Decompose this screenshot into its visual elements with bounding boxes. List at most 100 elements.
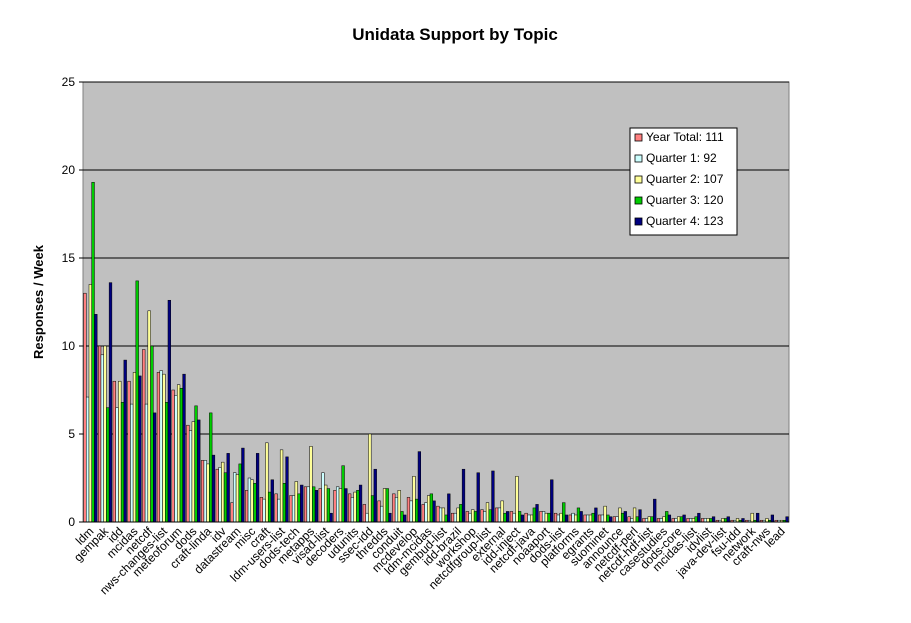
bar-visad-list-series-3 [324,484,328,523]
bar-gembud-list-series-1 [436,505,440,523]
bar-idd-brazil-series-5 [461,468,466,523]
bar-ldm-series-3 [88,284,92,523]
bar-gempak-series-2 [100,354,104,523]
bar-mcidas-list-series-4 [694,516,698,523]
bar-idv-series-2 [218,467,222,523]
bar-ldm-mcidas-series-4 [429,493,433,523]
bar-announce-series-4 [620,512,625,523]
bar-casestudies-series-3 [662,516,666,523]
bar-netcdfgroup-list-series-3 [485,502,490,523]
bar-mcdevelop-series-5 [417,451,421,523]
bar-datastream-series-5 [241,447,245,523]
bar-casestudies-series-2 [659,518,663,523]
bar-dods-tech-series-3 [294,481,298,523]
bar-ldm-users-list-series-3 [279,449,284,523]
bar-netcdf-java-series-5 [535,504,539,523]
bar-lead-series-5 [785,516,789,523]
bar-ldm-mcidas-series-1 [421,504,425,523]
bar-netcdf-series-2 [144,403,149,523]
bar-egrants-series-2 [586,514,590,523]
bar-thredds-series-1 [377,500,381,523]
bar-idvlist-series-2 [703,518,707,523]
y-axis-ticks: 0 5 10 15 20 25 [62,75,83,529]
bar-java-dev-list-series-5 [726,516,730,523]
bar-visad-list-series-2 [321,472,325,523]
bar-idd-series-3 [118,380,122,523]
bar-noaaport-series-5 [550,479,554,523]
bar-craft-linda-series-3 [206,463,210,523]
bar-ssec-idd-series-3 [368,433,372,523]
bar-noaaport-series-2 [541,511,546,523]
bar-platforms-series-5 [579,511,583,523]
bar-craft-linda-series-1 [200,460,205,523]
y-tick-label: 20 [62,163,76,177]
legend-label: Quarter 2: 107 [646,172,724,186]
bar-egrants-series-3 [588,514,593,523]
bar-visad-list-series-4 [326,488,331,523]
legend-label: Year Total: 111 [646,130,724,144]
chart-title: Unidata Support by Topic [352,25,558,44]
bar-conduit-series-4 [400,511,404,523]
bar-casestudies-series-1 [656,518,661,523]
bar-decoders-series-1 [333,490,337,523]
bar-suominet-series-1 [598,514,602,523]
bar-nws-changes-list-series-4 [165,402,169,523]
bar-idv-series-5 [226,453,230,523]
bar-udunits-series-3 [353,491,357,523]
bar-gempak-series-3 [103,345,107,523]
bar-egrants-series-5 [594,507,598,523]
bar-netcdfgroup-list-series-1 [480,509,484,523]
bar-announce-series-3 [618,507,622,523]
bar-netcdf-perl-series-2 [630,518,634,523]
bar-thredds-series-3 [382,488,387,523]
bar-misc-series-3 [250,479,254,523]
bar-thredds-series-4 [385,488,389,523]
bar-metapps-series-5 [314,490,319,523]
bar-netcdf-hdf-list-series-1 [642,518,646,523]
legend-label: Quarter 1: 92 [646,151,717,165]
bar-gempak-series-5 [108,282,113,523]
bar-suominet-series-2 [600,514,605,523]
bar-idd-series-2 [115,407,119,523]
bar-udunits-series-1 [348,493,352,523]
bar-thredds-series-5 [388,512,392,523]
bar-dods-series-5 [197,419,201,523]
bar-dods-core-series-5 [682,514,686,523]
bar-platforms-series-1 [568,514,572,523]
bar-ssec-idd-series-1 [362,504,366,523]
bar-craft-series-1 [259,497,264,523]
bar-ldm-mcidas-series-2 [424,502,428,523]
bar-netcdf-java-series-1 [524,512,528,523]
bar-udunits-series-5 [358,484,363,523]
bar-dods-tech-series-1 [289,495,293,523]
bar-ldm-users-list-series-2 [277,498,281,523]
bar-mcdevelop-series-3 [412,475,416,523]
bar-decoders-series-4 [341,465,345,523]
bar-idd-inject-series-4 [518,511,522,523]
legend-swatch [634,133,643,142]
bar-metapps-series-1 [303,486,308,523]
bar-gempak-series-4 [106,407,110,523]
bar-ldm-mcidas-series-5 [432,500,436,523]
bar-craft-linda-series-5 [211,454,216,523]
y-tick-label: 25 [62,75,76,89]
bar-netcdf-series-3 [147,310,151,523]
bar-workshop-series-5 [476,472,480,523]
bar-fsu-idd-series-5 [741,518,745,523]
legend-box [629,127,738,236]
bar-gembud-list-series-4 [444,514,448,523]
bar-dods-core-series-3 [677,516,681,523]
bar-external-series-5 [506,511,510,523]
bar-mcidas-series-3 [132,372,137,523]
bar-netcdf-series-5 [153,412,157,523]
bar-dods-core-series-1 [671,518,675,523]
bar-mcidas-series-1 [127,380,131,523]
bar-netcdfgroup-list-series-4 [488,509,492,523]
bar-metapps-series-4 [312,486,316,523]
bar-conduit-series-5 [403,514,407,523]
bar-egrants-series-4 [591,512,595,523]
bar-mcdevelop-series-4 [415,498,419,523]
bar-meteoforum-series-1 [171,389,175,523]
bar-external-series-4 [503,512,507,523]
bar-craft-series-2 [262,498,266,523]
